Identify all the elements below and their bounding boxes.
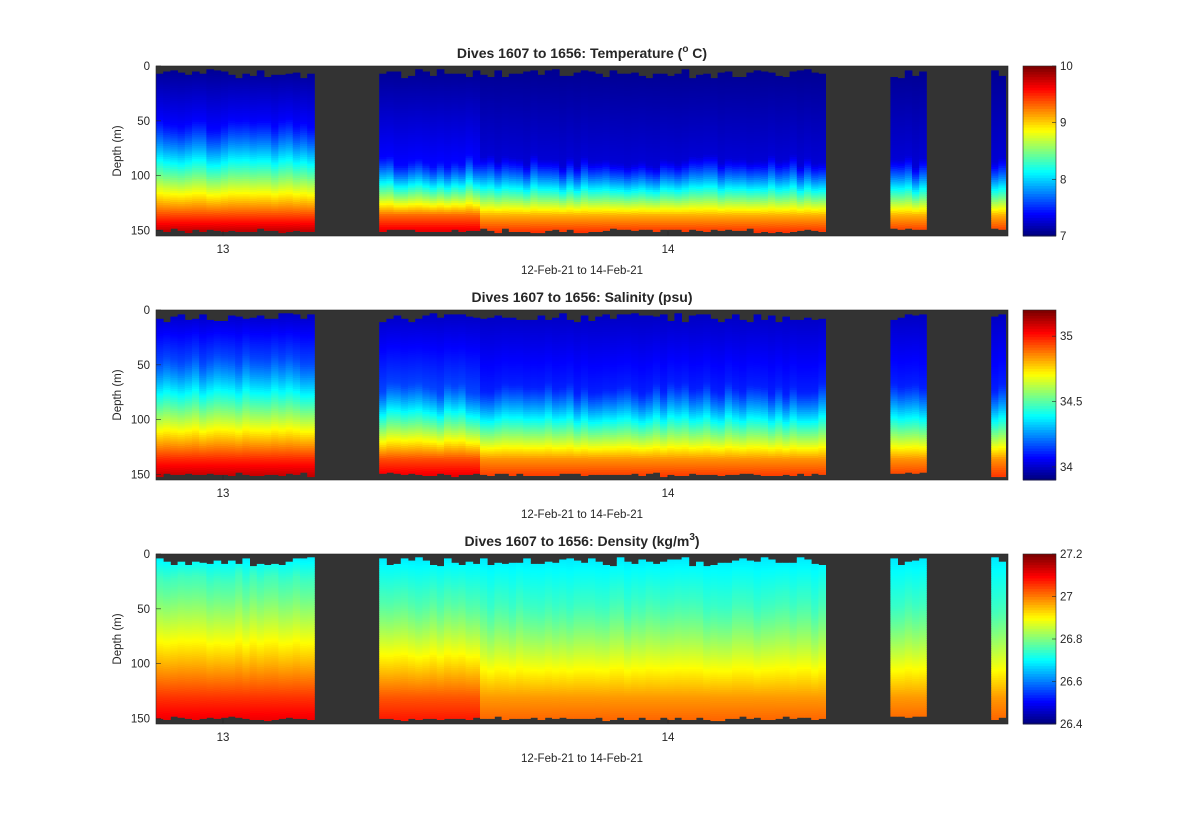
heatmap-cell [192, 227, 200, 230]
heatmap-cell [228, 228, 236, 231]
figure: 0 50 100 150 13 14 12-Feb-21 to 14-Feb-21 Depth… [0, 0, 1200, 815]
heatmap-cell [264, 228, 272, 231]
heatmap-cell [199, 229, 207, 232]
heatmap-cell [185, 231, 193, 234]
heatmap-cell [214, 228, 222, 231]
heatmap-cell [293, 228, 301, 231]
heatmap-cell [286, 229, 294, 232]
heatmap-cell [271, 228, 279, 231]
heatmap-cell [156, 227, 164, 230]
heatmap-cell [257, 226, 265, 229]
heatmap-cell [221, 229, 229, 232]
heatmap-cell [163, 229, 171, 232]
figure-canvas: 05010015013 1412-Feb-21 to 14-Feb-21Depth… [0, 0, 1200, 815]
heatmap-cell [300, 229, 308, 232]
heatmap-cell [235, 229, 243, 232]
heatmap-cell [206, 227, 214, 230]
heatmap-cell [278, 231, 286, 234]
heatmap-cell [250, 229, 258, 232]
heatmap-cell [170, 226, 178, 229]
heatmap-cell [242, 229, 250, 232]
heatmap-cell [178, 228, 186, 231]
